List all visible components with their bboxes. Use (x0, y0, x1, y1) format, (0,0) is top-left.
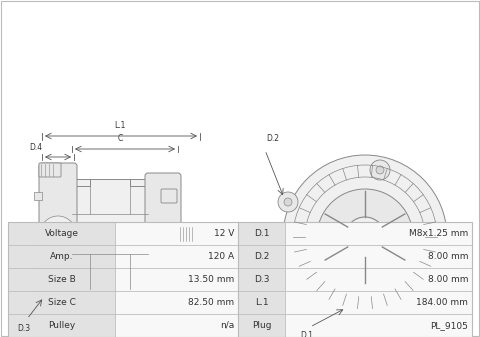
Circle shape (340, 294, 360, 314)
Text: 120 A: 120 A (208, 252, 234, 261)
Bar (8, 222, 115, 245)
Circle shape (317, 189, 413, 285)
Circle shape (345, 217, 385, 257)
FancyBboxPatch shape (145, 173, 181, 295)
Circle shape (359, 231, 371, 243)
Text: 8.00 mm: 8.00 mm (428, 275, 468, 284)
Bar (8, 314, 115, 337)
Text: Size C: Size C (48, 298, 75, 307)
FancyBboxPatch shape (39, 163, 77, 305)
Text: D.3: D.3 (254, 275, 269, 284)
Bar (34, 230, 42, 238)
Bar (238, 314, 285, 337)
Bar (238, 245, 285, 268)
Text: C: C (118, 134, 122, 143)
Text: D.2: D.2 (254, 252, 269, 261)
Text: 82.50 mm: 82.50 mm (188, 298, 234, 307)
Bar (115, 314, 238, 337)
Text: L.1: L.1 (114, 121, 126, 130)
Bar (8, 245, 115, 268)
Text: 8.00 mm: 8.00 mm (428, 252, 468, 261)
Text: Voltage: Voltage (45, 229, 79, 238)
Bar (8, 291, 115, 314)
FancyBboxPatch shape (357, 306, 373, 322)
Bar (115, 268, 238, 291)
Circle shape (278, 192, 298, 212)
Text: 12 V: 12 V (214, 229, 234, 238)
Text: PL_9105: PL_9105 (430, 321, 468, 330)
Text: n/a: n/a (220, 321, 234, 330)
Text: D.3: D.3 (17, 324, 31, 333)
Bar (115, 222, 238, 245)
Circle shape (346, 300, 354, 308)
Bar (238, 291, 285, 314)
Bar (34, 268, 42, 276)
Circle shape (284, 198, 292, 206)
Bar (285, 268, 472, 291)
Text: M8x1.25 mm: M8x1.25 mm (409, 229, 468, 238)
Circle shape (376, 166, 384, 174)
Bar (115, 245, 238, 268)
Bar (285, 222, 472, 245)
FancyBboxPatch shape (436, 228, 452, 246)
Text: 13.50 mm: 13.50 mm (188, 275, 234, 284)
FancyBboxPatch shape (161, 189, 177, 203)
Bar (285, 314, 472, 337)
Text: Amp.: Amp. (50, 252, 73, 261)
Text: Plug: Plug (252, 321, 271, 330)
Text: 184.00 mm: 184.00 mm (416, 298, 468, 307)
Bar (8, 222, 472, 337)
Circle shape (370, 160, 390, 180)
Bar (238, 268, 285, 291)
FancyBboxPatch shape (72, 179, 148, 289)
Circle shape (40, 216, 76, 252)
Bar (238, 222, 285, 245)
Bar (285, 245, 472, 268)
Bar (34, 192, 42, 200)
Text: Pulley: Pulley (48, 321, 75, 330)
Bar (115, 291, 238, 314)
Text: D.4: D.4 (29, 143, 43, 152)
Text: D.1: D.1 (254, 229, 269, 238)
Text: D.2: D.2 (266, 134, 279, 143)
FancyBboxPatch shape (39, 163, 61, 177)
Circle shape (283, 155, 447, 319)
Text: L.1: L.1 (255, 298, 268, 307)
Circle shape (50, 226, 66, 242)
Bar (178, 227, 200, 241)
Text: Size B: Size B (48, 275, 75, 284)
Text: D.1: D.1 (300, 331, 313, 337)
Bar (285, 291, 472, 314)
Bar (8, 268, 115, 291)
